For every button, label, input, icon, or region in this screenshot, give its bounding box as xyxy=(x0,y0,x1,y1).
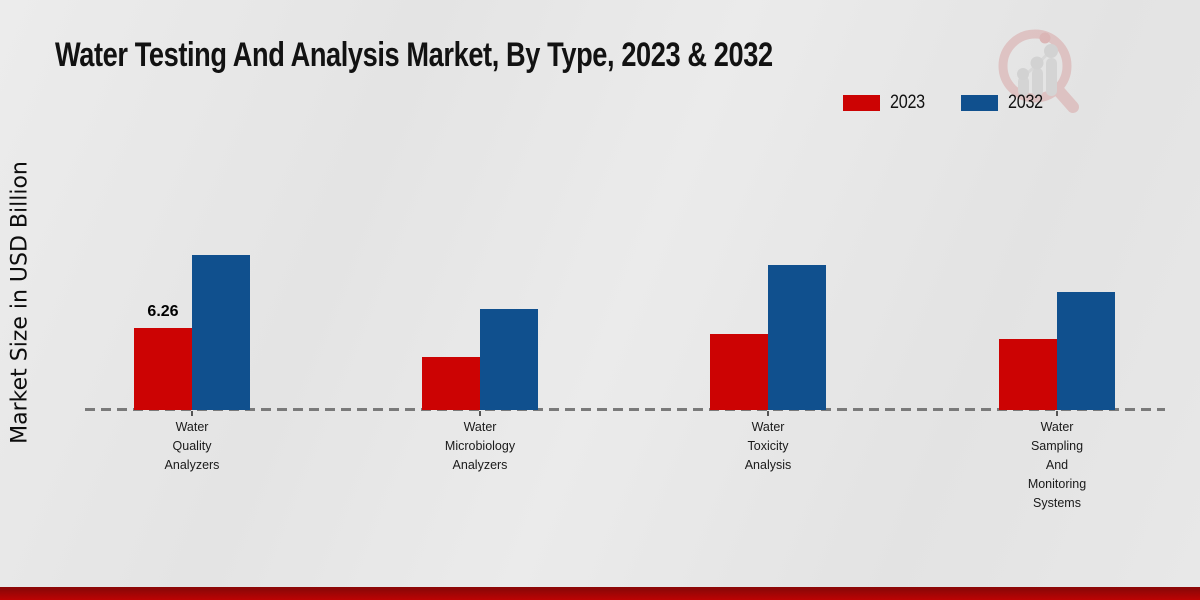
category-label-3: Water Toxicity Analysis xyxy=(744,420,792,472)
x-axis-tick xyxy=(191,411,193,416)
chart-title: Water Testing And Analysis Market, By Ty… xyxy=(55,36,773,74)
legend: 2023 2032 xyxy=(843,92,1049,114)
bar-2032-water-toxicity-analysis xyxy=(768,265,826,410)
legend-label: 2023 xyxy=(890,92,925,113)
bar-2023-water-quality-analyzers xyxy=(134,328,192,410)
legend-item-2032: 2032 xyxy=(961,92,1049,114)
magnifier-chart-logo-icon xyxy=(993,26,1081,119)
x-axis-tick xyxy=(1056,411,1058,416)
legend-item-2023: 2023 xyxy=(843,92,931,114)
category-label-4: Water Sampling And Monitoring Systems xyxy=(1027,420,1087,510)
x-axis-baseline xyxy=(85,408,1165,411)
bar-2023-water-microbiology-analyzers xyxy=(422,357,480,410)
legend-swatch-2023 xyxy=(843,95,880,111)
bar-2032-water-sampling-and-monitoring-systems xyxy=(1057,292,1115,410)
bar-value-label: 6.26 xyxy=(147,302,179,320)
x-axis-tick xyxy=(479,411,481,416)
legend-label: 2032 xyxy=(1008,92,1043,113)
category-label-1: Water Quality Analyzers xyxy=(164,420,220,472)
bar-2032-water-microbiology-analyzers xyxy=(480,309,538,410)
bottom-accent-bar xyxy=(0,587,1200,600)
bar-2023-water-toxicity-analysis xyxy=(710,334,768,410)
category-label-2: Water Microbiology Analyzers xyxy=(444,420,516,472)
x-axis-tick xyxy=(767,411,769,416)
bar-2032-water-quality-analyzers xyxy=(192,255,250,410)
legend-swatch-2032 xyxy=(961,95,999,111)
bar-2023-water-sampling-and-monitoring-systems xyxy=(999,339,1057,410)
